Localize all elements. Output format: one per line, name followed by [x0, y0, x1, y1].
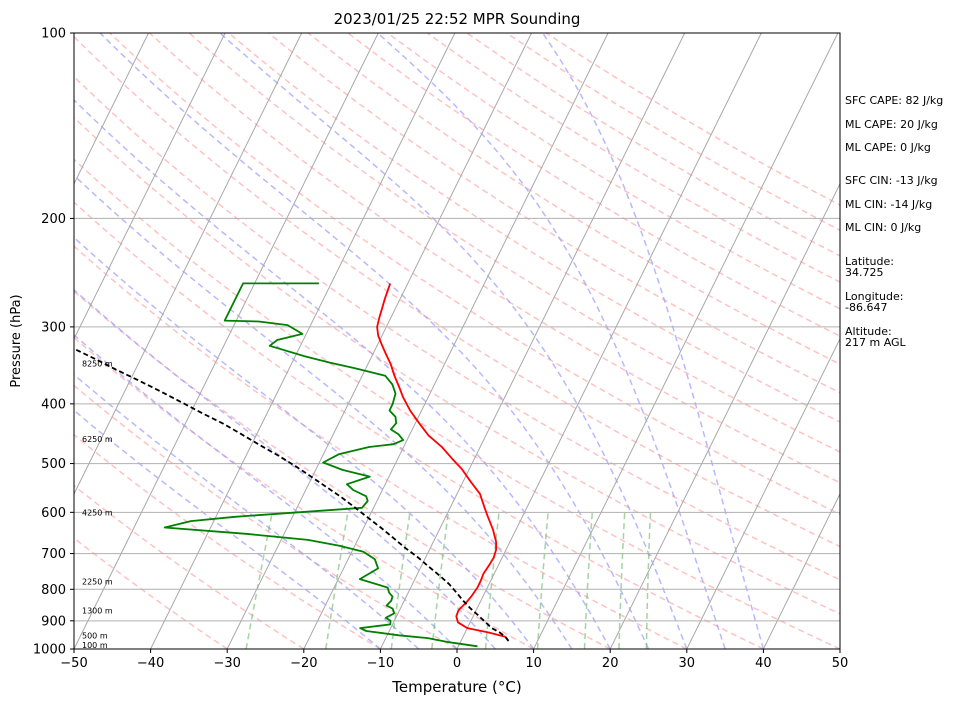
isotherm-line: [150, 33, 456, 649]
dry-adiabat-line: [74, 245, 688, 649]
isotherm-line: [74, 33, 149, 185]
dry-adiabat-line: [74, 75, 840, 581]
mixing-ratio-line: [645, 512, 652, 649]
y-tick-label: 300: [41, 320, 66, 335]
x-tick-label: −30: [213, 656, 240, 671]
dry-adiabat-line: [74, 158, 840, 649]
height-label: 4250 m: [82, 509, 113, 518]
height-label: 2250 m: [82, 578, 113, 587]
stat-ml-cape-1: ML CAPE: 20 J/kg: [845, 118, 938, 131]
stat-ml-cin-1: ML CIN: -14 J/kg: [845, 198, 933, 211]
dry-adiabat-line: [347, 33, 840, 338]
stat-sfc-cape: SFC CAPE: 82 J/kg: [845, 94, 944, 107]
moist-adiabat-line: [542, 33, 765, 649]
isotherm-line: [762, 492, 840, 649]
x-tick-label: 30: [679, 656, 696, 671]
dry-adiabat-line: [188, 33, 840, 453]
y-tick-label: 800: [41, 583, 66, 598]
isotherm-line: [379, 33, 686, 649]
isotherm-line: [74, 33, 303, 496]
x-tick-label: 0: [453, 656, 461, 671]
dry-adiabat-line: [74, 35, 840, 548]
y-tick-label: 500: [41, 457, 66, 472]
dry-adiabat-line: [109, 33, 840, 515]
chart-title: 2023/01/25 22:52 MPR Sounding: [334, 10, 581, 28]
mixing-ratio-line: [536, 512, 549, 649]
temperature-profile-line: [376, 283, 510, 642]
parcel-path-line: [74, 347, 510, 642]
dry-adiabat-line: [74, 116, 840, 615]
moist-adiabat-line: [74, 98, 611, 649]
y-tick-label: 900: [41, 614, 66, 629]
dry-adiabat-line: [74, 384, 458, 649]
y-tick-label: 200: [41, 212, 66, 227]
x-tick-label: 20: [602, 656, 619, 671]
x-tick-label: −50: [60, 656, 87, 671]
isotherm-line: [533, 33, 839, 649]
y-tick-label: 400: [41, 397, 66, 412]
y-axis-label: Pressure (hPa): [9, 294, 24, 387]
y-tick-label: 600: [41, 506, 66, 521]
dewpoint-profile-line: [163, 282, 478, 648]
height-label: 500 m: [82, 632, 108, 641]
dry-adiabat-line: [74, 290, 611, 649]
x-tick-label: −10: [367, 656, 394, 671]
moist-adiabat-line: [74, 174, 573, 649]
isotherm-line: [609, 182, 840, 649]
stat-ml-cin-2: ML CIN: 0 J/kg: [845, 221, 922, 234]
dry-adiabat-line: [307, 33, 840, 365]
x-axis-label: Temperature (°C): [391, 678, 521, 696]
moist-adiabat-line: [219, 33, 688, 649]
plot-frame: [73, 32, 841, 650]
isotherm-line: [456, 33, 762, 649]
y-tick-label: 100: [41, 27, 66, 42]
height-label: 6250 m: [82, 435, 113, 444]
isotherm-line: [74, 33, 379, 649]
height-label: 8250 m: [82, 359, 113, 368]
isotherm-line: [74, 33, 226, 341]
mixing-ratio-line: [245, 512, 274, 649]
y-tick-label: 1000: [33, 643, 66, 658]
moist-adiabat-line: [74, 288, 496, 649]
moist-adiabat-line: [74, 333, 458, 649]
moist-adiabat-line: [74, 409, 381, 649]
x-tick-label: −20: [290, 656, 317, 671]
stat-latitude: Latitude: 34.725: [845, 255, 894, 279]
x-tick-label: 10: [525, 656, 542, 671]
moist-adiabat-line: [74, 236, 535, 649]
dry-adiabat-line: [74, 433, 381, 649]
moist-adiabat-line: [377, 33, 726, 649]
isotherm-line: [686, 337, 840, 649]
dry-adiabat-line: [228, 33, 840, 423]
stat-ml-cape-2: ML CAPE: 0 J/kg: [845, 141, 931, 154]
moist-adiabat-line: [99, 33, 650, 649]
isotherm-line: [303, 33, 609, 649]
stat-longitude: Longitude: -86.647: [845, 290, 904, 314]
mixing-ratio-line: [431, 512, 450, 649]
x-tick-label: 40: [755, 656, 772, 671]
dry-adiabat-line: [74, 336, 534, 649]
x-tick-label: 50: [832, 656, 849, 671]
dry-adiabat-line: [74, 537, 228, 649]
x-tick-label: −40: [137, 656, 164, 671]
height-label: 100 m: [82, 641, 108, 650]
y-tick-label: 700: [41, 547, 66, 562]
mixing-ratio-line: [390, 512, 411, 649]
stat-sfc-cin: SFC CIN: -13 J/kg: [845, 174, 938, 187]
height-label: 1300 m: [82, 607, 113, 616]
stat-altitude: Altitude: 217 m AGL: [845, 325, 906, 349]
